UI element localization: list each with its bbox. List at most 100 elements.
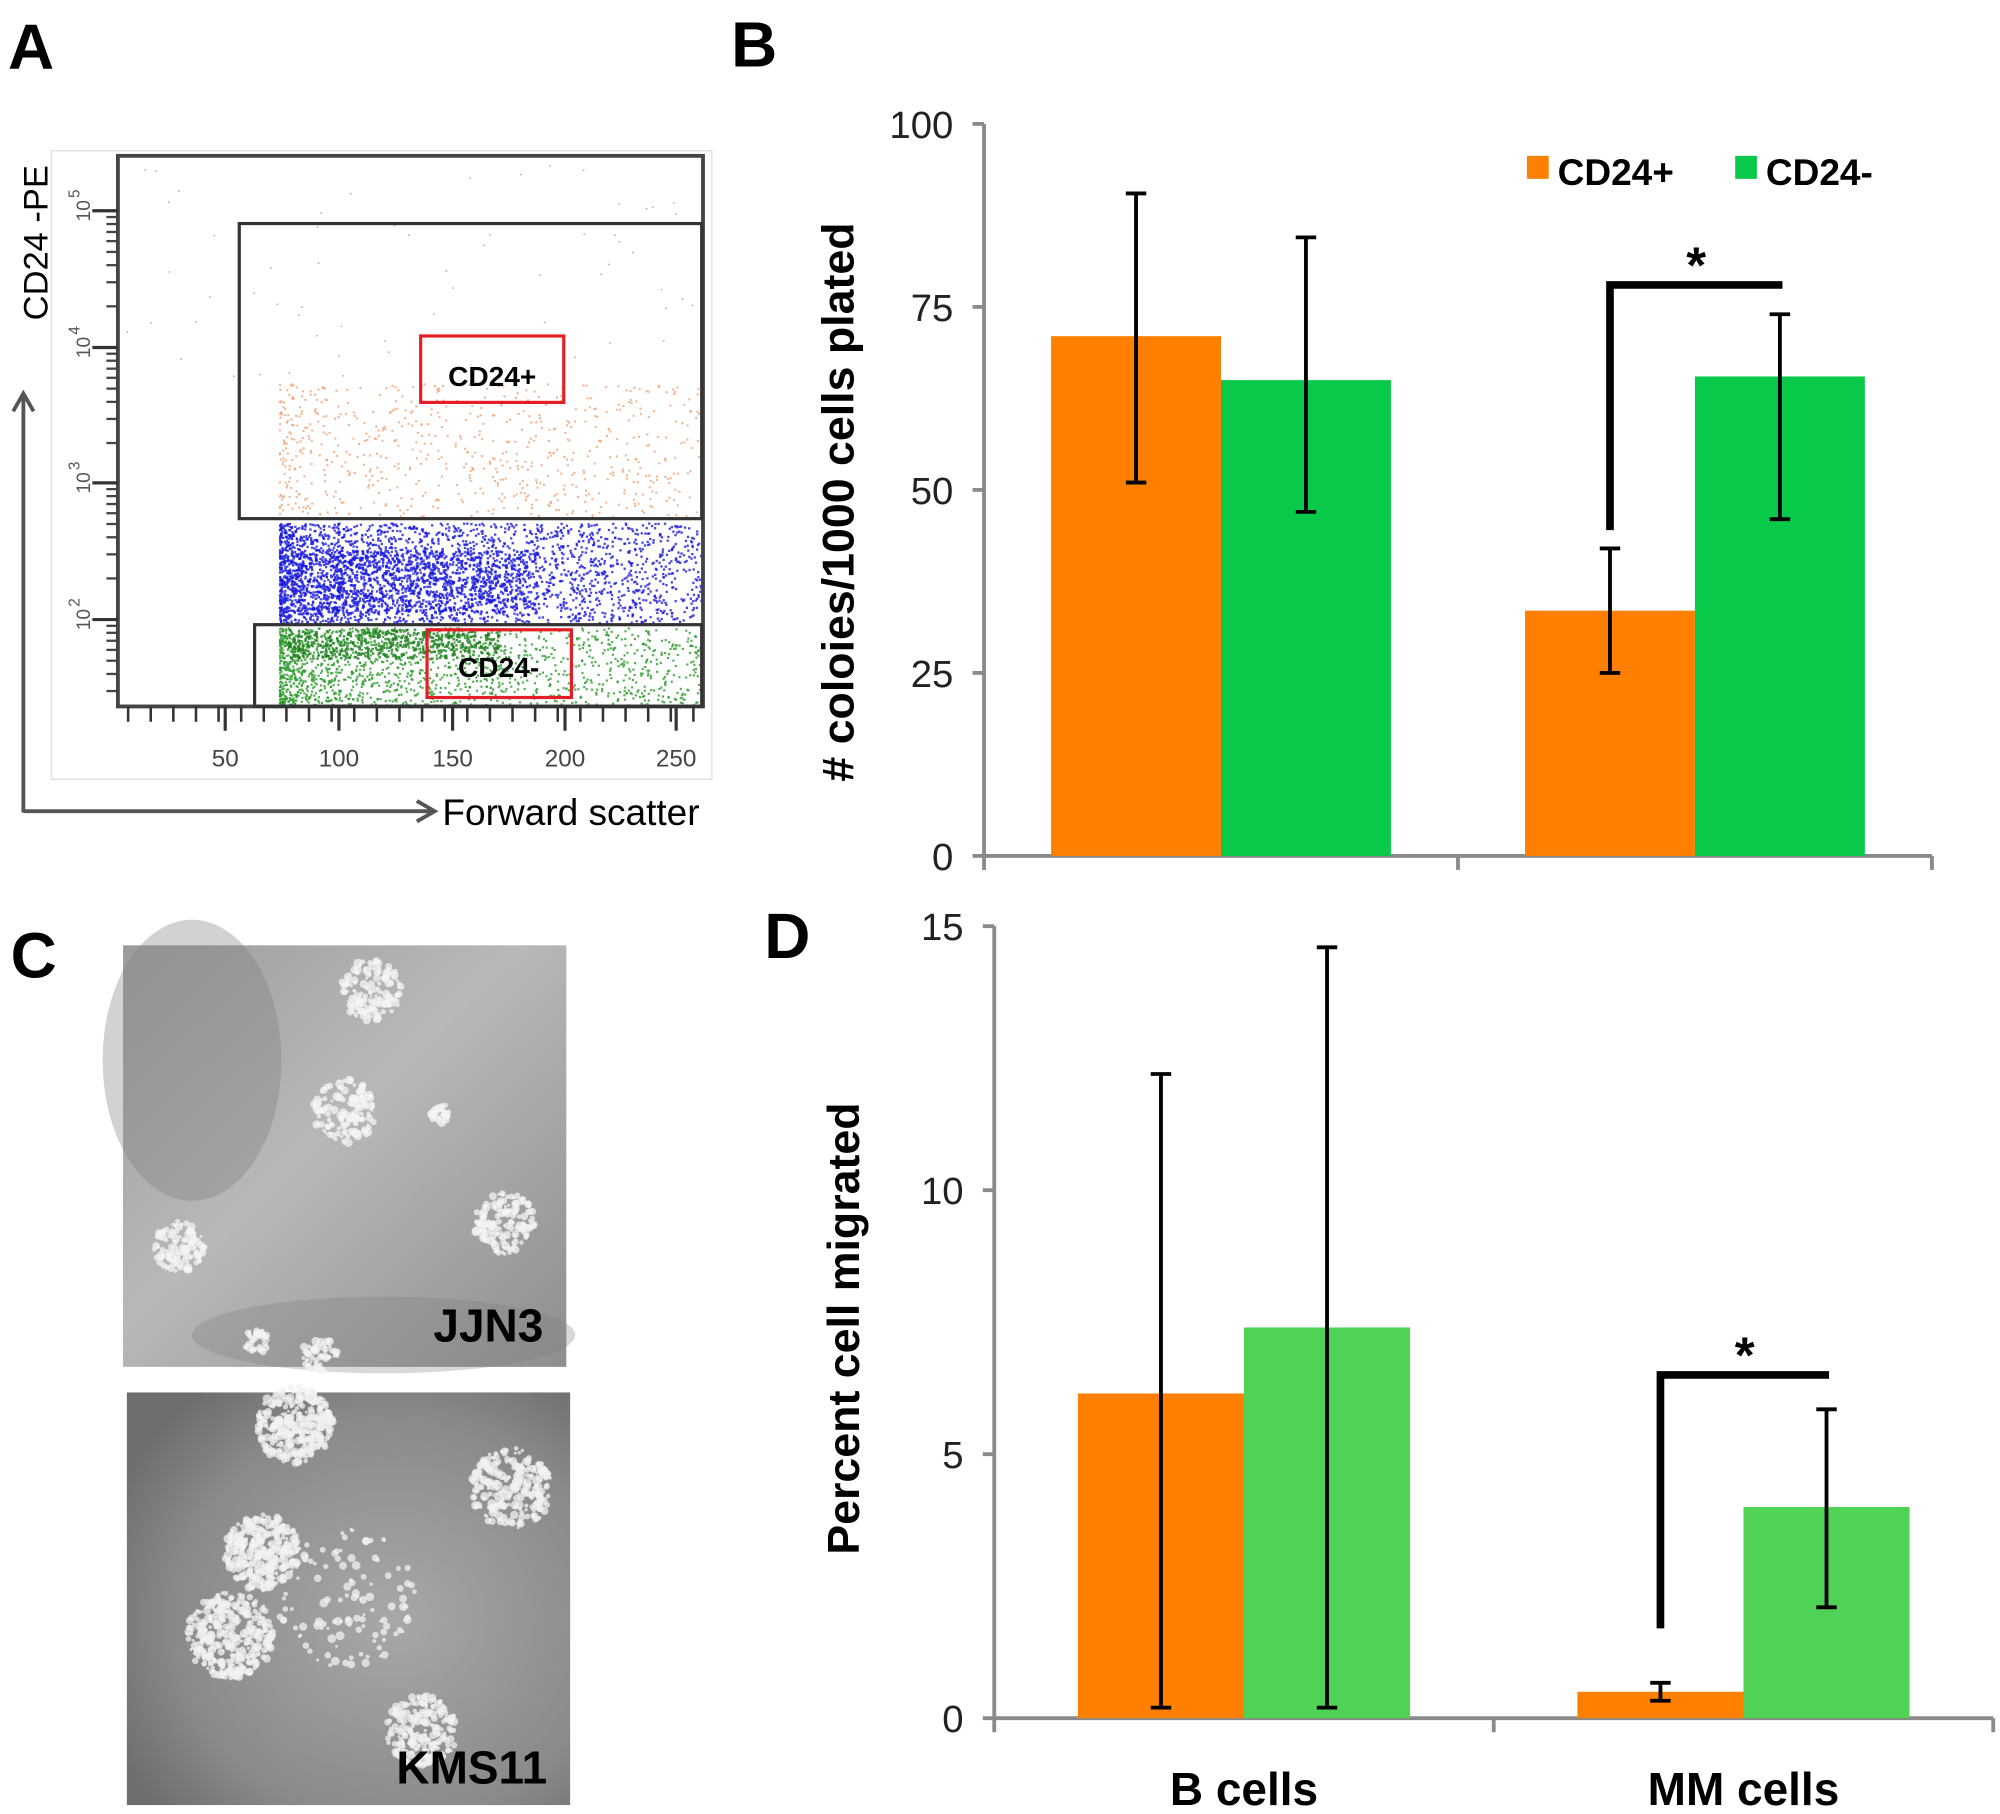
flow-event-dot (410, 411, 413, 414)
flow-event-dot (317, 420, 320, 423)
flow-event-dot (316, 571, 320, 575)
flow-event-dot (650, 524, 654, 528)
flow-event-dot (303, 498, 306, 501)
flow-event-dot (518, 482, 521, 485)
flow-event-dot (533, 682, 537, 685)
flow-event-dot (402, 512, 405, 515)
flow-event-dot (601, 683, 605, 686)
flow-event-dot (578, 558, 581, 561)
flow-event-dot (513, 690, 516, 694)
flow-event-dot (449, 592, 452, 595)
flow-event-dot (338, 699, 341, 702)
flow-event-dot (696, 393, 699, 396)
flow-event-dot (600, 557, 603, 561)
flow-event-dot (551, 545, 555, 548)
flow-event-dot (696, 692, 700, 695)
flow-event-dot (287, 648, 290, 651)
flow-event-dot (382, 643, 385, 647)
flow-event-dot (607, 692, 610, 695)
flow-event-dot (297, 572, 300, 575)
flow-event-dot (537, 529, 540, 532)
flow-event-dot (503, 645, 507, 648)
flow-event-dot (304, 696, 307, 699)
flow-event-dot (617, 607, 620, 610)
flow-event-dot (612, 522, 615, 526)
flow-event-dot (390, 542, 393, 546)
flow-event-dot (455, 586, 458, 590)
flow-event-dot (415, 573, 418, 576)
flow-event-dot (518, 618, 521, 621)
flow-event-dot (378, 393, 381, 396)
flow-event-dot (585, 384, 588, 387)
flow-event-dot (387, 649, 391, 653)
flow-event-dot (289, 630, 292, 633)
flow-event-dot (286, 667, 289, 670)
flow-event-dot (384, 618, 387, 622)
flow-event-dot (448, 563, 452, 566)
flow-event-dot (439, 522, 443, 525)
flow-event-dot (387, 681, 390, 684)
flow-event-dot (399, 537, 403, 541)
flow-event-dot (309, 671, 313, 674)
flow-event-dot (486, 557, 490, 560)
flow-event-dot (509, 677, 512, 680)
flow-event-dot (410, 657, 413, 660)
flow-event-dot (293, 661, 297, 664)
flow-event-dot (660, 639, 664, 642)
flow-event-dot (410, 663, 413, 666)
flow-event-dot (422, 494, 425, 497)
flow-event-dot (439, 678, 442, 681)
flow-event-dot (437, 387, 440, 390)
flow-event-dot (279, 609, 282, 612)
flow-event-dot (646, 577, 649, 580)
flow-event-dot (282, 524, 285, 527)
flow-event-dot (643, 511, 646, 514)
flow-event-dot (384, 428, 387, 431)
flow-event-dot (300, 584, 303, 588)
flow-event-dot (439, 618, 442, 622)
flow-event-dot (414, 567, 417, 571)
flow-event-dot (595, 693, 598, 696)
flow-event-dot (609, 430, 612, 433)
flow-event-dot (614, 581, 618, 585)
flow-event-dot (582, 584, 586, 588)
flow-event-dot (416, 692, 419, 695)
flow-event-dot (405, 651, 408, 654)
flow-event-dot (301, 640, 304, 643)
flow-event-dot (679, 696, 682, 700)
flow-event-dot (565, 636, 568, 640)
flow-event-dot (336, 615, 339, 619)
flow-event-dot (628, 551, 631, 554)
flow-event-dot (315, 683, 318, 686)
flow-event-dot (353, 615, 356, 619)
flow-event-dot (678, 555, 682, 558)
flow-event-dot (281, 496, 284, 499)
flow-event-dot (588, 449, 591, 452)
flow-event-dot (587, 541, 590, 544)
flow-event-dot (493, 651, 496, 654)
flow-event-dot (624, 674, 627, 677)
flow-event-dot (364, 679, 367, 683)
flow-event-dot (400, 597, 403, 601)
flow-event-dot (445, 587, 448, 590)
flow-event-dot (367, 613, 371, 616)
flow-event-dot (374, 657, 377, 661)
flow-event-dot (304, 426, 307, 429)
flow-event-dot (312, 651, 316, 654)
flow-event-dot (686, 424, 689, 427)
flow-event-dot (320, 615, 324, 618)
flow-event-dot (337, 527, 340, 530)
flow-event-dot (478, 592, 481, 595)
flow-event-dot (380, 597, 383, 601)
flow-event-dot (423, 535, 426, 538)
flow-event-dot (496, 481, 499, 485)
flow-event-dot (582, 573, 586, 576)
flow-event-dot (368, 479, 371, 482)
flow-event-dot (525, 602, 528, 606)
flow-event-dot (381, 440, 384, 443)
flow-event-dot (672, 647, 676, 650)
flow-event-dot (412, 579, 416, 583)
flow-event-dot (290, 486, 293, 490)
flow-event-dot (400, 693, 403, 696)
flow-event-dot (668, 496, 671, 499)
